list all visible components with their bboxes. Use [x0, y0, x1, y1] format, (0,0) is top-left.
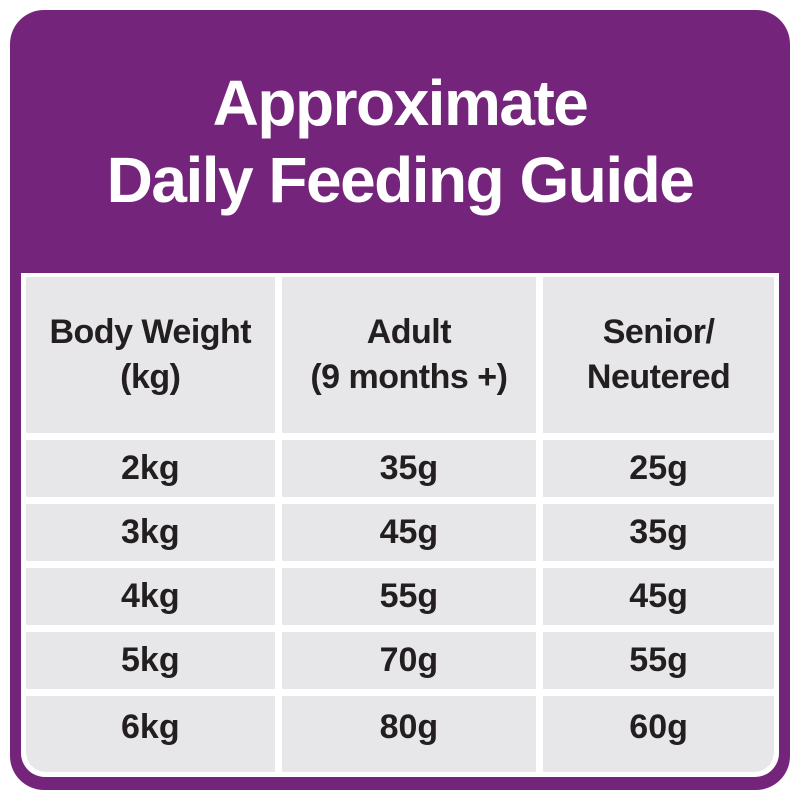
table-cell-weight-5kg: 5kg: [26, 632, 275, 689]
header-cell-adult: Adult (9 months +): [281, 277, 537, 433]
feeding-table-grid: Body Weight (kg) Adult (9 months +) Seni…: [26, 277, 774, 772]
table-cell-weight-6kg: 6kg: [26, 696, 275, 772]
table-cell-adult-2kg: 35g: [281, 440, 537, 497]
table-cell-senior-2kg: 25g: [543, 440, 774, 497]
table-cell-senior-3kg: 35g: [543, 504, 774, 561]
table-cell-weight-3kg: 3kg: [26, 504, 275, 561]
table-cell-adult-6kg: 80g: [281, 696, 537, 772]
table-cell-weight-2kg: 2kg: [26, 440, 275, 497]
page-title: Approximate Daily Feeding Guide: [10, 10, 790, 273]
feeding-guide-card: Approximate Daily Feeding Guide Body Wei…: [10, 10, 790, 790]
title-line-1: Approximate: [212, 66, 589, 139]
table-cell-weight-4kg: 4kg: [26, 568, 275, 625]
feeding-table: Body Weight (kg) Adult (9 months +) Seni…: [21, 273, 779, 777]
table-cell-adult-4kg: 55g: [281, 568, 537, 625]
table-cell-senior-6kg: 60g: [543, 696, 774, 772]
header-cell-senior-neutered: Senior/ Neutered: [543, 277, 774, 433]
table-cell-adult-5kg: 70g: [281, 632, 537, 689]
header-cell-body-weight: Body Weight (kg): [26, 277, 275, 433]
table-cell-senior-4kg: 45g: [543, 568, 774, 625]
table-cell-adult-3kg: 45g: [281, 504, 537, 561]
title-line-2: Daily Feeding Guide: [106, 143, 695, 216]
table-cell-senior-5kg: 55g: [543, 632, 774, 689]
